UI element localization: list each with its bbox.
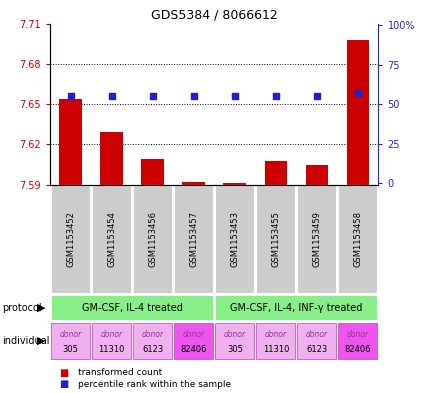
Text: 6123: 6123	[142, 345, 163, 354]
Text: GSM1153457: GSM1153457	[189, 211, 198, 267]
Bar	[174, 185, 213, 293]
Text: donor: donor	[305, 330, 327, 339]
Text: percentile rank within the sample: percentile rank within the sample	[78, 380, 231, 389]
Bar	[215, 295, 377, 320]
Bar	[338, 185, 377, 293]
Bar	[51, 185, 90, 293]
Text: GSM1153459: GSM1153459	[312, 211, 321, 267]
Bar	[133, 323, 172, 359]
Bar	[182, 182, 204, 185]
Text: 82406: 82406	[180, 345, 207, 354]
Text: 6123: 6123	[306, 345, 327, 354]
Bar	[174, 323, 213, 359]
Text: GM-CSF, IL-4 treated: GM-CSF, IL-4 treated	[82, 303, 182, 312]
Text: GSM1153452: GSM1153452	[66, 211, 75, 267]
Text: ■: ■	[59, 367, 68, 378]
Bar	[133, 185, 172, 293]
Bar	[297, 323, 335, 359]
Text: donor: donor	[100, 330, 122, 339]
Text: donor: donor	[264, 330, 286, 339]
Bar	[215, 323, 254, 359]
Text: 82406: 82406	[344, 345, 370, 354]
Text: GSM1153458: GSM1153458	[352, 211, 362, 267]
Text: donor: donor	[59, 330, 82, 339]
Text: donor: donor	[223, 330, 245, 339]
Point	[231, 93, 238, 99]
Text: donor: donor	[346, 330, 368, 339]
Text: GSM1153456: GSM1153456	[148, 211, 157, 267]
Point	[149, 93, 156, 99]
Text: 11310: 11310	[98, 345, 125, 354]
Text: GSM1153455: GSM1153455	[271, 211, 279, 267]
Bar	[215, 185, 254, 293]
Text: GM-CSF, IL-4, INF-γ treated: GM-CSF, IL-4, INF-γ treated	[230, 303, 362, 312]
Bar	[59, 99, 82, 185]
Point	[312, 93, 319, 99]
Text: protocol: protocol	[2, 303, 42, 312]
Bar	[51, 323, 90, 359]
Bar	[51, 295, 213, 320]
Text: individual: individual	[2, 336, 49, 346]
Point	[108, 93, 115, 99]
Bar	[141, 159, 164, 185]
Bar	[256, 323, 295, 359]
Title: GDS5384 / 8066612: GDS5384 / 8066612	[151, 8, 277, 21]
Point	[67, 93, 74, 99]
Text: donor: donor	[141, 330, 163, 339]
Text: 305: 305	[226, 345, 242, 354]
Point	[190, 93, 197, 99]
Text: GSM1153454: GSM1153454	[107, 211, 116, 267]
Text: donor: donor	[182, 330, 204, 339]
Bar	[264, 161, 286, 185]
Bar	[92, 323, 131, 359]
Point	[272, 93, 279, 99]
Bar	[256, 185, 295, 293]
Bar	[297, 185, 335, 293]
Bar	[223, 184, 246, 185]
Point	[354, 90, 361, 96]
Bar	[92, 185, 131, 293]
Text: ■: ■	[59, 379, 68, 389]
Text: ▶: ▶	[37, 336, 46, 346]
Bar	[305, 165, 327, 185]
Text: transformed count: transformed count	[78, 368, 162, 377]
Text: GSM1153453: GSM1153453	[230, 211, 239, 267]
Bar	[346, 40, 368, 185]
Text: ▶: ▶	[37, 303, 46, 312]
Text: 305: 305	[62, 345, 78, 354]
Bar	[100, 132, 123, 185]
Text: 11310: 11310	[262, 345, 288, 354]
Bar	[338, 323, 377, 359]
